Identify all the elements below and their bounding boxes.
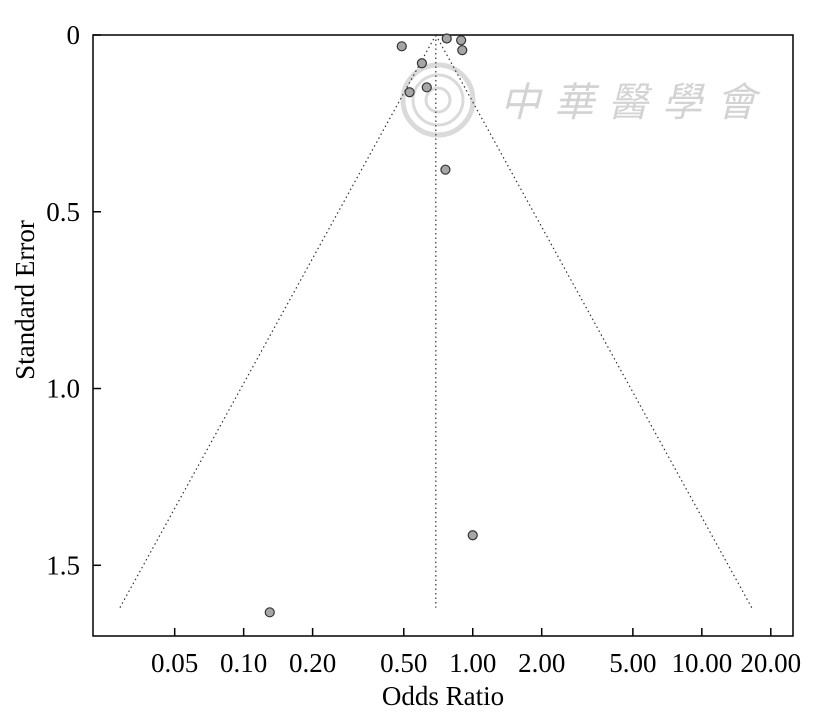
- data-point: [416, 58, 428, 69]
- plot-border: [92, 34, 794, 637]
- watermark-text: 中華醫學會: [500, 80, 770, 126]
- x-tick-label: 0.20: [289, 648, 336, 678]
- x-tick-label: 2.00: [518, 648, 565, 678]
- data-point: [467, 530, 478, 541]
- data-point: [457, 45, 468, 56]
- x-axis: 0.05 0.10 0.20 0.50 1.00 2.00 5.00 10.00 20.00: [151, 628, 801, 678]
- plot-frame: [92, 34, 794, 637]
- data-point: [264, 607, 275, 618]
- x-axis-title: Odds Ratio: [382, 681, 504, 711]
- x-tick-label: 0.05: [151, 648, 198, 678]
- watermark-seal: [400, 62, 476, 138]
- y-tick-label: 0: [67, 20, 81, 50]
- x-tick-label: 0.50: [380, 648, 427, 678]
- funnel-left-limit: [119, 34, 437, 609]
- data-point: [404, 87, 415, 98]
- x-tick-label: 1.00: [449, 648, 496, 678]
- data-point: [456, 35, 467, 46]
- funnel-guides: [119, 34, 753, 609]
- data-point: [441, 33, 452, 44]
- data-point: [396, 41, 407, 52]
- y-axis-title: Standard Error: [10, 220, 40, 380]
- funnel-right-limit: [435, 34, 753, 609]
- data-point: [421, 82, 432, 93]
- x-tick-label: 10.00: [671, 648, 732, 678]
- data-point: [440, 164, 451, 175]
- watermark: 中華醫學會: [400, 62, 770, 138]
- x-tick-label: 20.00: [740, 648, 801, 678]
- y-axis: 0 0.5 1.0 1.5: [46, 20, 101, 580]
- y-tick-label: 0.5: [46, 197, 80, 227]
- data-points: [264, 33, 478, 618]
- y-tick-label: 1.0: [46, 374, 80, 404]
- x-tick-label: 5.00: [609, 648, 656, 678]
- y-tick-label: 1.5: [46, 550, 80, 580]
- x-tick-label: 0.10: [220, 648, 267, 678]
